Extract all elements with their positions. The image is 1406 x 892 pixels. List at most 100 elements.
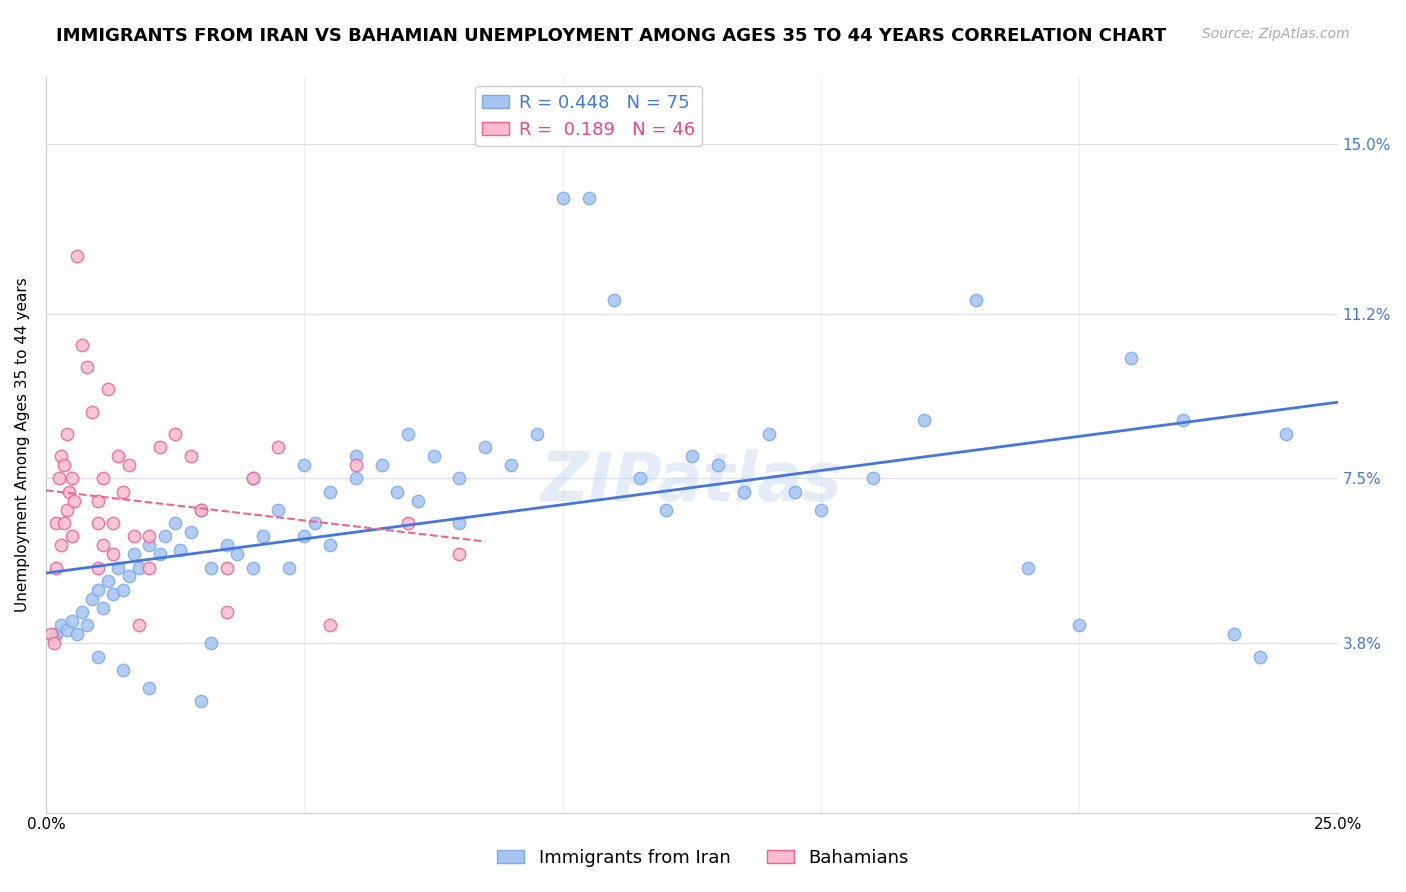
Point: [215, 605, 238, 619]
Point: [122, 529, 145, 543]
Point: [190, 502, 212, 516]
Point: [655, 502, 678, 516]
Point: [371, 458, 394, 472]
Point: [292, 458, 315, 472]
Point: [169, 542, 191, 557]
Point: [45, 516, 67, 530]
Point: [149, 547, 172, 561]
Point: [304, 516, 326, 530]
Point: [42, 636, 65, 650]
Point: [242, 471, 264, 485]
Point: [1249, 649, 1271, 664]
Point: [107, 449, 129, 463]
Point: [603, 293, 626, 308]
Point: [267, 440, 290, 454]
Point: [70, 337, 93, 351]
Point: [242, 560, 264, 574]
Point: [1275, 426, 1298, 441]
Point: [965, 293, 987, 308]
Point: [97, 382, 120, 396]
Point: [86, 582, 108, 597]
Point: [449, 471, 471, 485]
Point: [215, 538, 238, 552]
Point: [344, 449, 367, 463]
Point: [101, 547, 124, 561]
Point: [101, 587, 124, 601]
Point: [396, 516, 419, 530]
Point: [292, 529, 315, 543]
Point: [190, 502, 212, 516]
Point: [449, 547, 471, 561]
Point: [1119, 351, 1142, 365]
Point: [449, 516, 471, 530]
Point: [810, 502, 832, 516]
Point: [63, 493, 86, 508]
Point: [138, 538, 160, 552]
Point: [785, 484, 807, 499]
Point: [551, 191, 574, 205]
Point: [117, 458, 139, 472]
Text: IMMIGRANTS FROM IRAN VS BAHAMIAN UNEMPLOYMENT AMONG AGES 35 TO 44 YEARS CORRELAT: IMMIGRANTS FROM IRAN VS BAHAMIAN UNEMPLO…: [56, 27, 1167, 45]
Point: [628, 471, 651, 485]
Point: [66, 627, 89, 641]
Point: [51, 538, 73, 552]
Point: [101, 516, 124, 530]
Legend: Immigrants from Iran, Bahamians: Immigrants from Iran, Bahamians: [491, 842, 915, 874]
Legend: R = 0.448   N = 75, R =  0.189   N = 46: R = 0.448 N = 75, R = 0.189 N = 46: [475, 87, 702, 146]
Point: [107, 560, 129, 574]
Point: [53, 458, 76, 472]
Point: [1171, 413, 1194, 427]
Point: [681, 449, 703, 463]
Point: [1069, 618, 1091, 632]
Point: [499, 458, 522, 472]
Point: [60, 614, 83, 628]
Point: [387, 484, 409, 499]
Point: [396, 426, 419, 441]
Point: [138, 560, 160, 574]
Point: [122, 547, 145, 561]
Point: [42, 632, 65, 646]
Point: [86, 649, 108, 664]
Point: [474, 440, 496, 454]
Point: [344, 458, 367, 472]
Point: [66, 249, 89, 263]
Point: [344, 471, 367, 485]
Point: [180, 524, 202, 539]
Point: [165, 426, 187, 441]
Point: [70, 605, 93, 619]
Point: [526, 426, 548, 441]
Point: [86, 560, 108, 574]
Point: [117, 569, 139, 583]
Point: [51, 618, 73, 632]
Point: [862, 471, 884, 485]
Point: [578, 191, 600, 205]
Point: [226, 547, 249, 561]
Point: [180, 449, 202, 463]
Point: [138, 681, 160, 695]
Point: [112, 663, 135, 677]
Point: [86, 493, 108, 508]
Point: [55, 502, 77, 516]
Text: Source: ZipAtlas.com: Source: ZipAtlas.com: [1202, 27, 1350, 41]
Point: [912, 413, 935, 427]
Point: [51, 449, 73, 463]
Point: [1017, 560, 1039, 574]
Point: [91, 471, 114, 485]
Point: [97, 574, 120, 588]
Point: [48, 471, 70, 485]
Point: [319, 484, 342, 499]
Point: [706, 458, 728, 472]
Point: [153, 529, 176, 543]
Point: [200, 636, 222, 650]
Point: [55, 426, 77, 441]
Point: [60, 471, 83, 485]
Point: [91, 600, 114, 615]
Point: [60, 529, 83, 543]
Point: [91, 538, 114, 552]
Point: [190, 694, 212, 708]
Point: [45, 627, 67, 641]
Point: [215, 560, 238, 574]
Point: [53, 516, 76, 530]
Point: [319, 618, 342, 632]
Point: [252, 529, 274, 543]
